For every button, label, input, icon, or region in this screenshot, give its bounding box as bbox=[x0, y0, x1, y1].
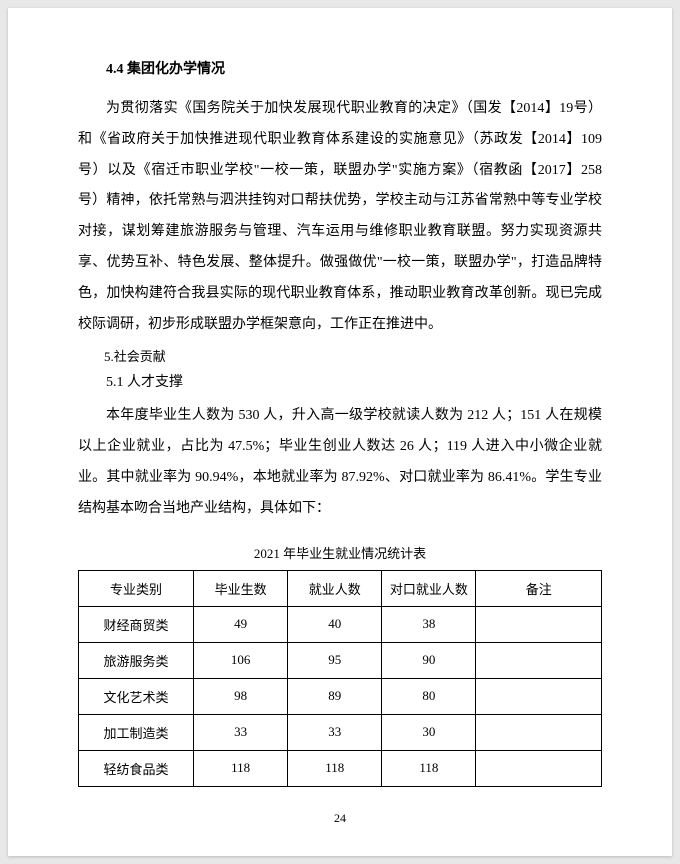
cell-graduates: 118 bbox=[194, 750, 288, 786]
cell-employed: 95 bbox=[288, 642, 382, 678]
col-header-graduates: 毕业生数 bbox=[194, 570, 288, 606]
paragraph-talent-support: 本年度毕业生人数为 530 人，升入高一级学校就读人数为 212 人；151 人… bbox=[78, 401, 602, 524]
cell-remark bbox=[476, 606, 602, 642]
employment-stats-table: 专业类别 毕业生数 就业人数 对口就业人数 备注 财经商贸类 49 40 38 … bbox=[78, 570, 602, 787]
cell-remark bbox=[476, 714, 602, 750]
table-row: 加工制造类 33 33 30 bbox=[79, 714, 602, 750]
cell-graduates: 33 bbox=[194, 714, 288, 750]
table-row: 文化艺术类 98 89 80 bbox=[79, 678, 602, 714]
cell-category: 加工制造类 bbox=[79, 714, 194, 750]
cell-category: 财经商贸类 bbox=[79, 606, 194, 642]
cell-employed: 40 bbox=[288, 606, 382, 642]
cell-matched: 90 bbox=[382, 642, 476, 678]
paragraph-group-schooling: 为贯彻落实《国务院关于加快发展现代职业教育的决定》（国发【2014】19号）和《… bbox=[78, 94, 602, 340]
col-header-employed: 就业人数 bbox=[288, 570, 382, 606]
cell-matched: 30 bbox=[382, 714, 476, 750]
cell-employed: 33 bbox=[288, 714, 382, 750]
cell-category: 文化艺术类 bbox=[79, 678, 194, 714]
cell-matched: 118 bbox=[382, 750, 476, 786]
cell-category: 轻纺食品类 bbox=[79, 750, 194, 786]
heading-5: 5.社会贡献 bbox=[78, 346, 602, 365]
table-row: 财经商贸类 49 40 38 bbox=[79, 606, 602, 642]
table-row: 旅游服务类 106 95 90 bbox=[79, 642, 602, 678]
cell-category: 旅游服务类 bbox=[79, 642, 194, 678]
page-number: 24 bbox=[78, 811, 602, 826]
cell-graduates: 98 bbox=[194, 678, 288, 714]
cell-employed: 118 bbox=[288, 750, 382, 786]
col-header-matched-employed: 对口就业人数 bbox=[382, 570, 476, 606]
cell-remark bbox=[476, 678, 602, 714]
cell-remark bbox=[476, 642, 602, 678]
cell-matched: 38 bbox=[382, 606, 476, 642]
col-header-remark: 备注 bbox=[476, 570, 602, 606]
table-header-row: 专业类别 毕业生数 就业人数 对口就业人数 备注 bbox=[79, 570, 602, 606]
cell-matched: 80 bbox=[382, 678, 476, 714]
cell-remark bbox=[476, 750, 602, 786]
cell-graduates: 106 bbox=[194, 642, 288, 678]
table-title: 2021 年毕业生就业情况统计表 bbox=[78, 543, 602, 562]
cell-graduates: 49 bbox=[194, 606, 288, 642]
table-row: 轻纺食品类 118 118 118 bbox=[79, 750, 602, 786]
cell-employed: 89 bbox=[288, 678, 382, 714]
document-page: 4.4 集团化办学情况 为贯彻落实《国务院关于加快发展现代职业教育的决定》（国发… bbox=[8, 8, 672, 856]
heading-5-1: 5.1 人才支撑 bbox=[78, 371, 602, 391]
col-header-category: 专业类别 bbox=[79, 570, 194, 606]
heading-4-4: 4.4 集团化办学情况 bbox=[78, 58, 602, 78]
